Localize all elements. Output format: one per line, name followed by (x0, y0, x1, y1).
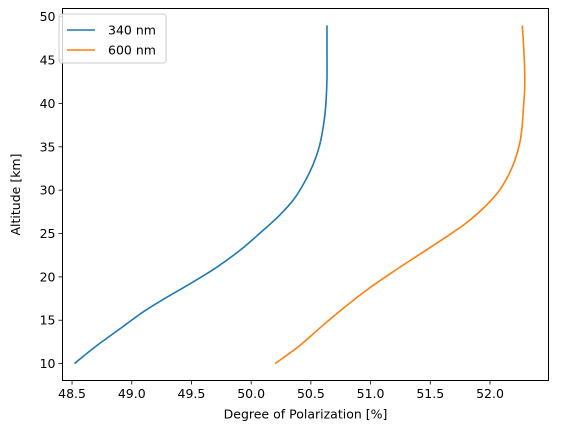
y-tick-label: 40 (40, 96, 56, 111)
y-tick-label: 30 (40, 183, 56, 198)
x-tick-label: 50.5 (297, 386, 325, 401)
x-axis-label: Degree of Polarization [%] (224, 407, 388, 422)
x-tick-label: 48.5 (58, 386, 86, 401)
x-tick-label: 51.0 (357, 386, 385, 401)
tick-layer: 48.5 49.0 49.5 50.0 50.5 51.0 51.5 52.0 10 15 20 25… (40, 9, 504, 401)
y-tick-label: 10 (40, 356, 56, 371)
x-tick-label: 52.0 (476, 386, 504, 401)
plot-area-frame (62, 8, 549, 381)
x-tick-label: 49.5 (178, 386, 206, 401)
series-line-340nm (73, 25, 328, 365)
y-tick-label: 15 (40, 313, 56, 328)
series-layer (73, 25, 526, 365)
legend: 340 nm 600 nm (58, 13, 167, 64)
y-tick-label: 35 (40, 139, 56, 154)
x-tick-label: 49.0 (118, 386, 146, 401)
legend-label-340nm: 340 nm (108, 23, 156, 38)
y-axis-label: Altitude [km] (8, 154, 23, 236)
y-tick-label: 50 (40, 9, 56, 24)
x-tick-label: 50.0 (237, 386, 265, 401)
x-tick-label: 51.5 (416, 386, 444, 401)
legend-label-600nm: 600 nm (108, 43, 156, 58)
y-tick-label: 25 (40, 226, 56, 241)
y-tick-label: 45 (40, 53, 56, 68)
series-line-600nm (274, 25, 526, 365)
y-tick-label: 20 (40, 269, 56, 284)
